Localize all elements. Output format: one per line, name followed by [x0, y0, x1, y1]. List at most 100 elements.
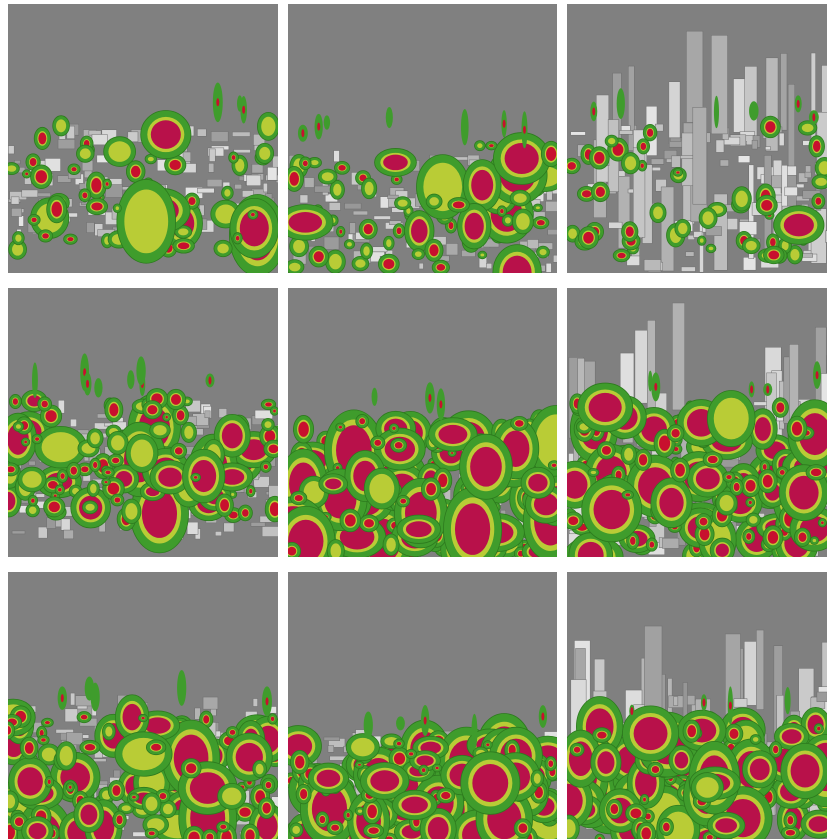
heat-core	[730, 729, 739, 739]
building	[209, 163, 214, 172]
heat-middle	[163, 804, 173, 815]
heat-plume	[324, 115, 330, 129]
heat-core	[141, 717, 144, 719]
building	[669, 82, 680, 144]
heat-core	[821, 521, 824, 524]
heat-core	[31, 218, 36, 223]
heat-plume	[94, 378, 102, 397]
building	[644, 260, 661, 271]
heat-core	[630, 537, 635, 545]
building	[61, 519, 70, 530]
heat-core	[71, 467, 77, 475]
heat-plume-core	[503, 120, 506, 128]
building	[785, 187, 798, 196]
building	[324, 237, 339, 250]
render-panel	[0, 288, 295, 557]
heat-core	[85, 744, 95, 751]
heat-core	[67, 237, 73, 241]
heat-core	[104, 481, 107, 483]
heat-core	[553, 784, 582, 818]
heat-middle	[702, 211, 713, 224]
heat-core	[437, 264, 446, 271]
heat-middle	[477, 143, 482, 148]
heat-middle	[289, 263, 300, 272]
building	[486, 263, 491, 268]
render-panel	[563, 4, 827, 273]
heat-core	[596, 187, 605, 197]
heat-plume	[648, 371, 652, 392]
heat-core	[406, 521, 432, 537]
heat-core	[602, 446, 611, 455]
heat-core	[489, 144, 494, 147]
heat-plume	[386, 107, 393, 128]
heat-core	[220, 825, 226, 829]
heat-middle	[111, 435, 124, 450]
heat-core	[455, 503, 490, 555]
heat-core	[383, 259, 394, 269]
heat-core	[15, 817, 23, 826]
heat-core	[505, 143, 539, 174]
heat-core	[114, 497, 120, 502]
heat-core	[429, 244, 438, 256]
heat-core	[41, 401, 47, 408]
heat-core	[131, 166, 141, 177]
building	[11, 197, 19, 204]
building	[556, 524, 566, 534]
heat-plume	[471, 714, 477, 750]
heat-core	[220, 499, 229, 511]
heat-middle	[653, 206, 663, 219]
heat-plume	[32, 362, 38, 398]
heat-core	[625, 493, 630, 496]
building	[693, 107, 707, 204]
heat-core	[416, 755, 433, 766]
heat-core	[271, 717, 275, 721]
heat-core	[675, 752, 689, 768]
heat-core	[93, 462, 97, 468]
heat-middle	[231, 493, 234, 496]
heat-core	[451, 452, 454, 454]
heat-core	[597, 732, 606, 739]
heat-middle	[330, 543, 341, 558]
heat-plume-core	[317, 123, 320, 131]
heat-middle	[347, 242, 352, 246]
heat-core	[643, 797, 646, 801]
building	[734, 699, 747, 708]
heat-core	[546, 147, 556, 161]
heat-plume-core	[216, 98, 219, 106]
building	[315, 186, 331, 192]
heat-plume-core	[208, 376, 211, 384]
heat-core	[222, 423, 243, 448]
heat-core	[367, 805, 377, 818]
heat-plume-core	[630, 707, 633, 715]
heat-plume-core	[816, 371, 819, 379]
building	[58, 139, 75, 149]
building	[674, 697, 678, 706]
heat-core	[500, 209, 504, 213]
building	[269, 486, 286, 498]
heat-core	[338, 165, 345, 171]
heat-plume-core	[592, 107, 595, 115]
building	[253, 699, 258, 707]
building	[263, 183, 267, 192]
heat-middle	[369, 474, 394, 504]
heat-core	[160, 793, 167, 799]
building	[817, 692, 827, 702]
heat-middle	[265, 421, 272, 428]
heat-core	[25, 173, 28, 176]
building	[87, 222, 95, 232]
heat-core	[659, 488, 683, 518]
heat-core	[175, 447, 183, 454]
heat-core	[364, 224, 373, 234]
heat-core	[755, 417, 771, 441]
heat-core	[746, 480, 756, 492]
building	[70, 693, 74, 705]
building	[209, 149, 215, 162]
heat-core	[91, 202, 102, 210]
heat-core	[568, 516, 578, 525]
heat-plume-core	[424, 717, 427, 725]
heat-core	[647, 129, 653, 137]
heat-core	[151, 744, 161, 751]
render-grid	[0, 0, 827, 839]
heat-middle	[562, 819, 576, 837]
heat-core	[582, 190, 591, 197]
